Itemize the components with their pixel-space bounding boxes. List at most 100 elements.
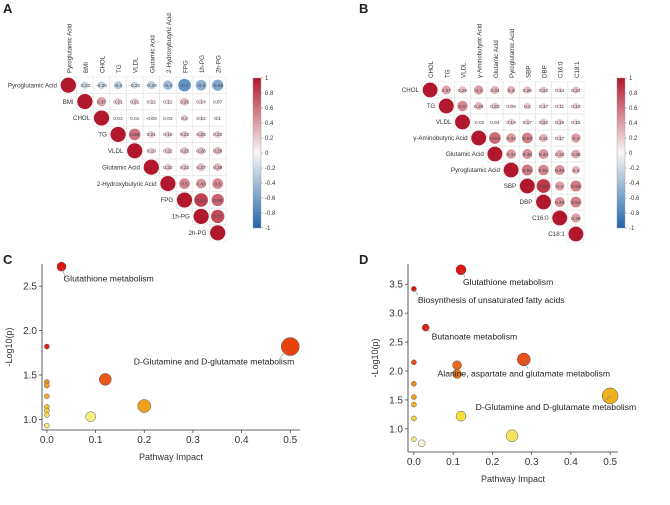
correlation-value: 0.21 [130,99,140,105]
diagonal-circle [127,143,143,159]
correlation-value: 0.14 [555,88,565,94]
pathway-point [44,412,50,418]
col-header: 1h-PG [199,55,206,73]
correlation-circle [477,120,480,124]
correlation-value: 0.42 [506,136,516,142]
correlation-value: -0.22 [79,83,90,89]
diagonal-circle [160,176,176,192]
correlation-value: 0.22 [163,165,173,171]
correlation-circle [180,147,189,155]
correlation-circle [180,163,189,171]
correlation-circle [198,98,204,105]
correlation-value: -0.7 [180,83,189,89]
correlation-circle [113,81,123,90]
correlation-value: 0.21 [147,132,157,138]
correlation-circle [97,81,106,89]
panel-letter-a: A [3,1,13,16]
correlation-circle [571,133,581,143]
correlation-circle [490,85,500,95]
colorbar-label: -0.6 [265,196,276,202]
correlation-value: 0.4 [573,136,580,142]
pathway-point [411,286,417,292]
x-tick-label: 0.4 [235,435,249,446]
correlation-value: 0.55 [571,184,581,190]
correlation-circle [507,85,516,95]
correlation-value: 0.11 [555,104,564,110]
correlation-circle [180,130,189,138]
correlation-value: 0.3 [573,168,580,174]
correlation-value: 0.5 [214,181,221,187]
diagonal-circle [552,210,568,226]
pathway-point [411,394,417,400]
colorbar-label: 0.6 [629,106,638,112]
x-tick-label: 0.0 [407,457,421,468]
correlation-circle [506,149,516,159]
pathway-point [56,261,67,272]
correlation-value: 0.1 [214,116,221,122]
correlation-heatmap-a: Pyroglutamic Acid BMI CHOL TG VLDL Glutamic A… [8,13,276,242]
correlation-value: 0.59 [130,132,140,138]
correlation-value: 0.19 [163,132,173,138]
y-tick-label: 3.0 [389,309,403,320]
colorbar-label: -1 [629,226,635,232]
diagonal-circle [438,98,454,114]
correlation-circle [507,118,515,126]
cell-frame [567,225,585,243]
col-header: TG [116,64,123,73]
col-header: DBP [542,65,549,78]
diagonal-circle [77,94,93,110]
pathway-scatter-d: 0.0 0.1 0.2 0.3 0.4 0.5 1.0 1.5 2.0 2.5 3.0 3.5 Path… [370,264,636,484]
correlation-value: -0.5 [197,83,206,89]
correlation-circle [165,98,171,105]
correlation-value: 0.22 [163,149,173,155]
col-header: Pyroglutamic Acid [509,28,516,78]
col-header: CHOL [100,55,107,73]
colorbar [252,77,262,229]
row-label: BMI [63,99,74,106]
correlation-circle [572,86,580,94]
correlation-value: 0.46 [555,168,565,174]
correlation-value: 0.09 [506,104,516,110]
x-tick-label: 0.1 [446,457,460,468]
col-header: CHOL [428,60,435,78]
diagonal-circle [143,159,159,175]
correlation-circle [554,165,565,175]
correlation-circle [181,114,188,122]
correlation-circle [523,102,531,110]
col-header: Glutamic Acid [493,40,500,78]
colorbar-label: 0.8 [265,91,274,97]
correlation-circle [458,86,467,94]
correlation-circle [555,149,564,159]
diagonal-circle [487,146,503,162]
correlation-circle [148,98,154,105]
correlation-value: 0.32 [555,152,565,158]
correlation-circle [166,116,170,120]
correlation-circle [213,146,222,155]
correlation-value: 0.12 [196,116,206,122]
correlation-value: 0.02 [113,116,123,122]
annotation-glutathione: Glutathione metabolism [463,277,553,287]
colorbar-label: 1 [265,76,269,82]
correlation-circle [114,98,122,106]
correlation-circle [571,213,581,223]
x-tick-label: 0.1 [89,435,103,446]
y-tick-label: 2.0 [23,326,37,337]
correlation-value: 0.17 [523,120,533,126]
correlation-circle [164,147,172,155]
row-label: Pyroglutamic Acid [8,82,58,89]
colorbar-label: -0.8 [265,211,276,217]
correlation-circle [491,102,499,110]
row-label: C18:1 [548,231,565,238]
annotation-leader [280,350,287,358]
pathway-point [99,373,112,386]
correlation-value: -0.22 [129,83,140,89]
correlation-circle [117,116,120,120]
panel-letter-d: D [359,252,369,267]
correlation-circle [441,85,451,95]
diagonal-circle [110,126,126,142]
col-header: TG [444,69,451,78]
diagonal-circle [503,162,519,178]
colorbar-label: -0.8 [629,211,640,217]
annotation-alanine-aspartate-glutamate: Alanine, aspartate and glutamate metabol… [438,368,610,378]
correlation-circle [457,100,468,112]
